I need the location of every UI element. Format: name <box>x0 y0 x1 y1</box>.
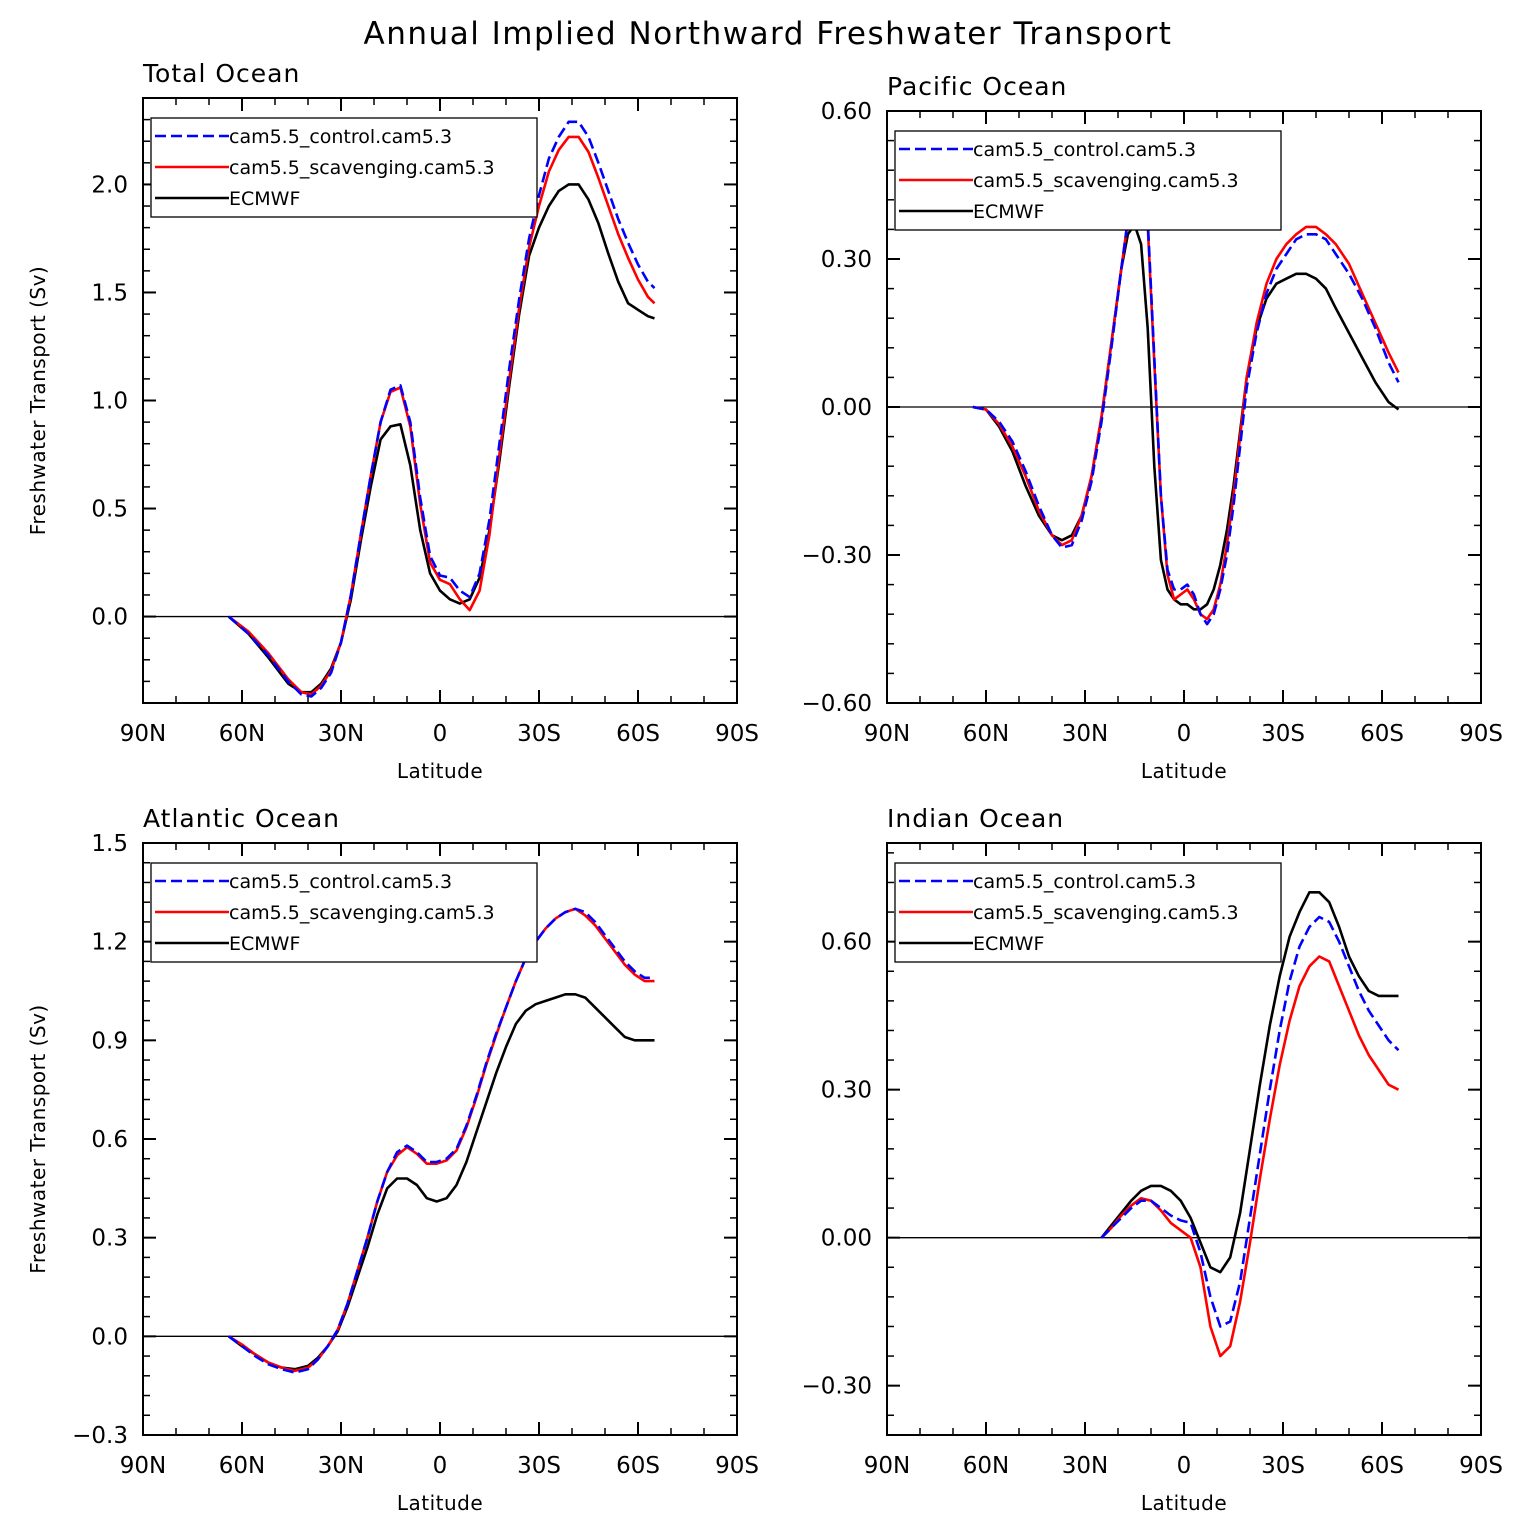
series-line-cam5-5-control-cam5-3 <box>227 120 656 698</box>
y-tick-label: −0.30 <box>802 543 872 569</box>
y-tick-label: 1.5 <box>91 831 128 857</box>
series-line-cam5-5-control-cam5-3 <box>1100 915 1400 1328</box>
series-line-ecmwf <box>228 992 655 1371</box>
x-tick-label: 90N <box>864 721 910 747</box>
y-tick-label: 1.5 <box>91 280 128 306</box>
x-axis-label: Latitude <box>1141 759 1227 783</box>
series-line-ecmwf <box>972 223 1400 611</box>
x-tick-label: 90N <box>120 721 166 747</box>
legend-label: ECMWF <box>229 933 300 955</box>
x-tick-label: 0 <box>433 1453 448 1479</box>
plot-frame <box>142 97 738 704</box>
y-tick-label: 1.0 <box>91 389 128 415</box>
legend-label: ECMWF <box>973 201 1044 223</box>
y-axis-label: Freshwater Transport (Sv) <box>26 266 50 535</box>
y-tick-label: 0.0 <box>91 1324 128 1350</box>
y-tick-label: 0.3 <box>91 1226 128 1252</box>
y-tick-label: 0.9 <box>91 1028 128 1054</box>
y-tick-label: 0.00 <box>821 395 872 421</box>
plot-frame <box>886 842 1482 1436</box>
panel-title: Indian Ocean <box>887 804 1064 833</box>
y-tick-label: 0.60 <box>821 99 872 125</box>
y-tick-label: 2.0 <box>91 172 128 198</box>
x-tick-label: 90S <box>1459 721 1503 747</box>
x-axis-label: Latitude <box>397 759 483 783</box>
x-tick-label: 60N <box>219 721 265 747</box>
x-tick-label: 60N <box>963 1453 1009 1479</box>
x-tick-label: 60S <box>1360 721 1404 747</box>
legend-label: cam5.5_control.cam5.3 <box>229 126 452 148</box>
panel-total-ocean: Total Ocean 0.0 0.5 1.0 1.5 2.0 90N 60N 30N 0 30S 6… <box>26 59 759 783</box>
y-tick-label: 0.6 <box>91 1127 128 1153</box>
x-tick-label: 30N <box>1062 1453 1108 1479</box>
y-axis-label: Freshwater Transport (Sv) <box>26 1004 50 1273</box>
x-tick-label: 30N <box>1062 721 1108 747</box>
figure-title: Annual Implied Northward Freshwater Tran… <box>364 16 1173 52</box>
panel-pacific-ocean: Pacific Ocean −0.60 −0.30 0.00 0.30 0.60 90N 60… <box>802 72 1503 783</box>
x-tick-label: 30N <box>318 1453 364 1479</box>
x-tick-label: 30S <box>1261 1453 1305 1479</box>
y-tick-label: −0.3 <box>72 1423 128 1449</box>
panel-title: Pacific Ocean <box>887 72 1067 101</box>
series-line-cam5-5-control-cam5-3 <box>228 907 655 1374</box>
legend-label: cam5.5_scavenging.cam5.3 <box>973 170 1239 192</box>
x-tick-label: 60N <box>963 721 1009 747</box>
series-line-cam5-5-scavenging-cam5-3 <box>228 135 656 696</box>
series-line-cam5-5-scavenging-cam5-3 <box>972 183 1400 621</box>
legend-label: cam5.5_scavenging.cam5.3 <box>229 157 495 179</box>
legend-label: cam5.5_control.cam5.3 <box>229 871 452 893</box>
legend-label: ECMWF <box>229 188 300 210</box>
series-line-cam5-5-control-cam5-3 <box>972 178 1400 626</box>
x-tick-label: 60S <box>1360 1453 1404 1479</box>
legend-label: cam5.5_control.cam5.3 <box>973 139 1196 161</box>
x-tick-label: 60N <box>219 1453 265 1479</box>
y-tick-label: −0.30 <box>802 1374 872 1400</box>
y-tick-label: 1.2 <box>91 930 128 956</box>
x-tick-label: 30S <box>517 721 561 747</box>
panel-atlantic-ocean: Atlantic Ocean −0.3 0.0 0.3 0.6 0.9 1.2 1.5 90N 6… <box>26 804 759 1515</box>
x-tick-label: 0 <box>433 721 448 747</box>
y-tick-label: −0.60 <box>802 691 872 717</box>
panel-indian-ocean: Indian Ocean −0.30 0.00 0.30 0.60 90N 60N 30N 0 3… <box>802 804 1503 1515</box>
plot-frame <box>142 842 738 1436</box>
x-tick-label: 60S <box>616 721 660 747</box>
y-tick-label: 0.30 <box>821 1078 872 1104</box>
legend-label: cam5.5_control.cam5.3 <box>973 871 1196 893</box>
panel-title: Total Ocean <box>142 59 300 88</box>
legend-label: cam5.5_scavenging.cam5.3 <box>973 902 1239 924</box>
series-line-ecmwf <box>1100 890 1399 1274</box>
y-tick-label: 0.60 <box>821 930 872 956</box>
x-axis-label: Latitude <box>1141 1491 1227 1515</box>
panel-title: Atlantic Ocean <box>143 804 340 833</box>
y-tick-label: 0.0 <box>91 605 128 631</box>
x-tick-label: 30N <box>318 721 364 747</box>
legend-label: ECMWF <box>973 933 1044 955</box>
x-tick-label: 30S <box>517 1453 561 1479</box>
x-tick-label: 0 <box>1177 1453 1192 1479</box>
x-tick-label: 0 <box>1177 721 1192 747</box>
y-tick-label: 0.30 <box>821 247 872 273</box>
x-tick-label: 90S <box>715 1453 759 1479</box>
y-tick-label: 0.5 <box>91 497 128 523</box>
x-tick-label: 90S <box>715 721 759 747</box>
legend-label: cam5.5_scavenging.cam5.3 <box>229 902 495 924</box>
x-tick-label: 30S <box>1261 721 1305 747</box>
x-tick-label: 90N <box>864 1453 910 1479</box>
plot-frame <box>886 110 1482 704</box>
x-tick-label: 90N <box>120 1453 166 1479</box>
y-tick-label: 0.00 <box>821 1226 872 1252</box>
x-axis-label: Latitude <box>397 1491 483 1515</box>
x-tick-label: 90S <box>1459 1453 1503 1479</box>
x-tick-label: 60S <box>616 1453 660 1479</box>
